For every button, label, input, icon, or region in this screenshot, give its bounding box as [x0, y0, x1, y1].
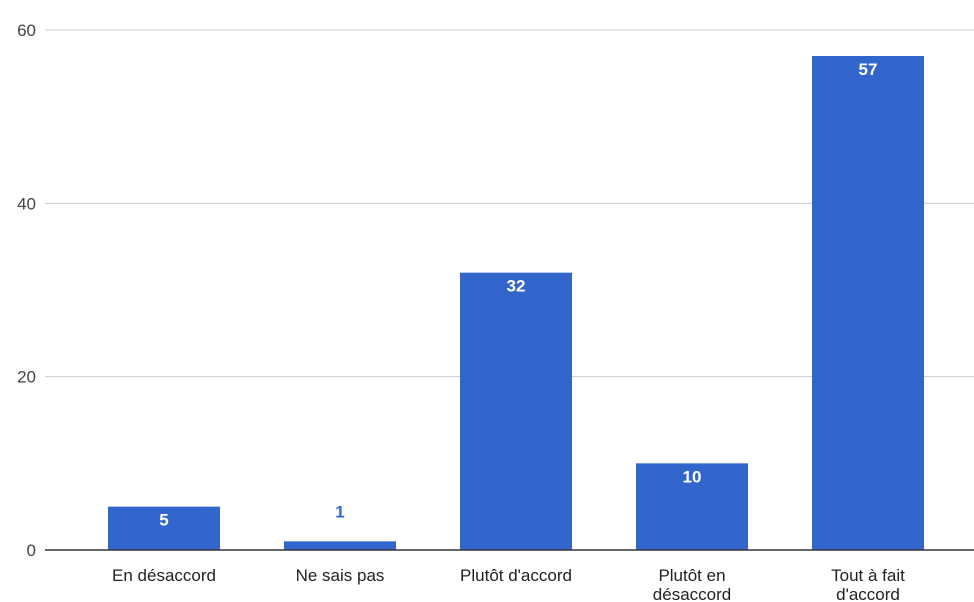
- bar: [108, 506, 220, 550]
- data-labels: 5 1 32 10 57: [159, 60, 877, 530]
- category-label-line: Tout à fait: [831, 566, 905, 585]
- category-label: Plutôt en désaccord: [653, 566, 731, 602]
- y-tick-label: 20: [17, 368, 36, 387]
- bars: [108, 56, 924, 550]
- x-axis-category-labels: En désaccord Ne sais pas Plutôt d'accord Pl…: [112, 566, 905, 602]
- data-label: 57: [859, 60, 878, 79]
- bar: [812, 56, 924, 550]
- data-label: 1: [335, 502, 344, 521]
- data-label: 32: [507, 277, 526, 296]
- data-label: 5: [159, 511, 168, 530]
- category-label: Tout à fait d'accord: [831, 566, 905, 602]
- category-label-line: Ne sais pas: [296, 566, 385, 585]
- y-tick-label: 40: [17, 194, 36, 213]
- y-axis-tick-labels: 0 20 40 60: [17, 21, 36, 560]
- bar: [284, 541, 396, 550]
- bar: [460, 272, 572, 550]
- category-label-line: Plutôt d'accord: [460, 566, 572, 585]
- category-label-line: Plutôt en: [658, 566, 725, 585]
- category-label-line: désaccord: [653, 585, 731, 602]
- category-label-line: d'accord: [836, 585, 900, 602]
- category-label: En désaccord: [112, 566, 216, 585]
- bar: [636, 463, 748, 550]
- y-tick-label: 0: [27, 541, 36, 560]
- y-tick-label: 60: [17, 21, 36, 40]
- category-label-line: En désaccord: [112, 566, 216, 585]
- data-label: 10: [683, 467, 702, 486]
- category-label: Ne sais pas: [296, 566, 385, 585]
- category-label: Plutôt d'accord: [460, 566, 572, 585]
